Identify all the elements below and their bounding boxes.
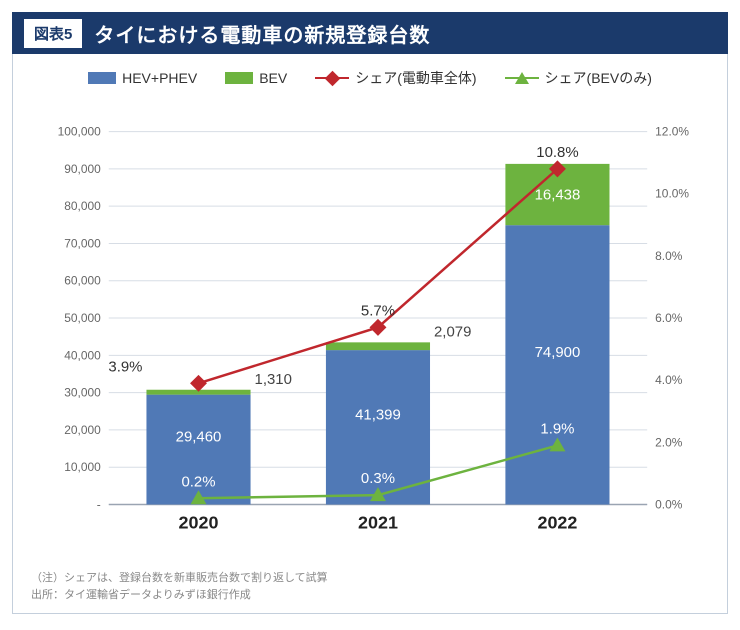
svg-text:10,000: 10,000	[64, 460, 101, 474]
figure-title: タイにおける電動車の新規登録台数	[94, 19, 430, 48]
svg-text:6.0%: 6.0%	[655, 311, 683, 325]
legend-hev-label: HEV+PHEV	[122, 70, 197, 86]
legend-share-bev: シェア(BEVのみ)	[505, 68, 652, 88]
plot-area: - 10,000 20,000 30,000 40,000 50,000 60,000 70,…	[31, 96, 709, 562]
legend-hev: HEV+PHEV	[88, 68, 197, 88]
diamond-line-icon	[315, 71, 349, 85]
svg-text:10.8%: 10.8%	[536, 144, 578, 161]
svg-text:29,460: 29,460	[176, 429, 222, 446]
svg-text:16,438: 16,438	[535, 187, 581, 204]
svg-text:41,399: 41,399	[355, 406, 401, 423]
svg-text:3.9%: 3.9%	[108, 358, 142, 375]
svg-text:1.9%: 1.9%	[540, 420, 574, 437]
footnote: （注）シェアは、登録台数を新車販売台数で割り返して試算 出所：タイ運輸省データよ…	[31, 570, 709, 603]
svg-text:-: -	[97, 497, 101, 511]
svg-text:50,000: 50,000	[64, 311, 101, 325]
svg-text:4.0%: 4.0%	[655, 373, 683, 387]
svg-text:2.0%: 2.0%	[655, 435, 683, 449]
svg-text:0.0%: 0.0%	[655, 497, 683, 511]
chart-container: 図表5 タイにおける電動車の新規登録台数 HEV+PHEV BEV シェア(電動…	[0, 0, 740, 630]
svg-text:20,000: 20,000	[64, 423, 101, 437]
svg-text:70,000: 70,000	[64, 236, 101, 250]
svg-text:40,000: 40,000	[64, 348, 101, 362]
svg-text:5.7%: 5.7%	[361, 302, 395, 319]
svg-text:0.2%: 0.2%	[181, 473, 215, 490]
svg-text:12.0%: 12.0%	[655, 125, 689, 139]
svg-text:30,000: 30,000	[64, 386, 101, 400]
svg-text:10.0%: 10.0%	[655, 187, 689, 201]
footnote-line2: 出所：タイ運輸省データよりみずほ銀行作成	[31, 587, 709, 604]
svg-text:74,900: 74,900	[535, 344, 581, 361]
svg-text:100,000: 100,000	[58, 125, 102, 139]
svg-text:80,000: 80,000	[64, 199, 101, 213]
figure-badge: 図表5	[24, 19, 82, 48]
legend-share-bev-label: シェア(BEVのみ)	[545, 68, 652, 88]
legend-bev-label: BEV	[259, 70, 287, 86]
svg-text:60,000: 60,000	[64, 274, 101, 288]
svg-text:1,310: 1,310	[255, 371, 292, 388]
triangle-line-icon	[505, 71, 539, 85]
svg-text:2021: 2021	[358, 512, 398, 532]
chart-svg: - 10,000 20,000 30,000 40,000 50,000 60,000 70,…	[31, 96, 709, 562]
legend-bev: BEV	[225, 68, 287, 88]
chart-box: HEV+PHEV BEV シェア(電動車全体) シェア(BEVのみ)	[12, 54, 728, 614]
bev-swatch-icon	[225, 72, 253, 84]
svg-text:2,079: 2,079	[434, 323, 471, 340]
title-bar: 図表5 タイにおける電動車の新規登録台数	[12, 12, 728, 54]
hev-swatch-icon	[88, 72, 116, 84]
svg-text:2022: 2022	[537, 512, 577, 532]
legend: HEV+PHEV BEV シェア(電動車全体) シェア(BEVのみ)	[31, 68, 709, 88]
svg-text:8.0%: 8.0%	[655, 249, 683, 263]
svg-text:0.3%: 0.3%	[361, 470, 395, 487]
svg-text:2020: 2020	[179, 512, 219, 532]
legend-share-all: シェア(電動車全体)	[315, 68, 476, 88]
footnote-line1: （注）シェアは、登録台数を新車販売台数で割り返して試算	[31, 570, 709, 587]
legend-share-all-label: シェア(電動車全体)	[355, 68, 476, 88]
svg-text:90,000: 90,000	[64, 162, 101, 176]
